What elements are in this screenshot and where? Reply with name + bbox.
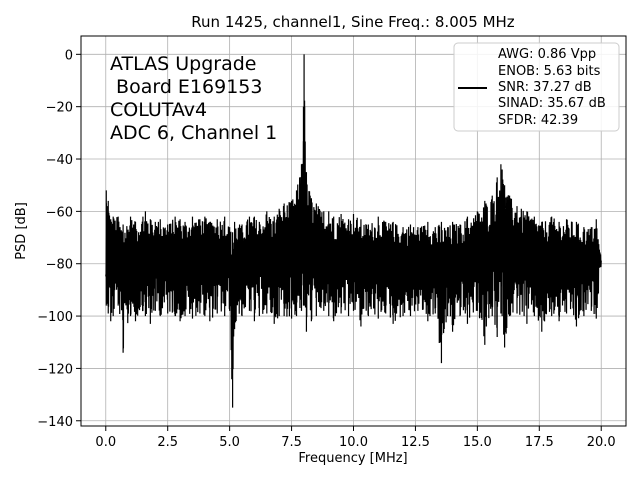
x-tick-label: 7.5 [281, 435, 302, 450]
x-axis-label: Frequency [MHz] [298, 451, 407, 466]
legend-box [453, 42, 620, 132]
y-axis-label: PSD [dB] [14, 202, 29, 260]
annotation-line-4: ADC 6, Channel 1 [110, 122, 277, 144]
board-annotation: ATLAS Upgrade Board E169153 COLUTAv4 ADC… [110, 53, 277, 144]
x-tick-label: 15.0 [463, 435, 492, 450]
y-tick-label: 0 [65, 48, 73, 63]
x-tick-label: 2.5 [157, 435, 178, 450]
legend-snr: SNR: 37.27 dB [498, 80, 592, 95]
x-tick-label: 20.0 [587, 435, 616, 450]
x-tick-label: 5.0 [219, 435, 240, 450]
psd-series-line [105, 54, 602, 408]
legend-awg: AWG: 0.86 Vpp [498, 47, 596, 62]
legend-enob: ENOB: 5.63 bits [498, 64, 601, 79]
y-tick-label: −120 [37, 362, 73, 377]
x-tick-label: 10.0 [339, 435, 368, 450]
x-tick-label: 12.5 [401, 435, 430, 450]
x-tick-label: 17.5 [525, 435, 554, 450]
legend-sfdr: SFDR: 42.39 [498, 113, 578, 128]
legend-sinad: SINAD: 35.67 dB [498, 96, 606, 111]
y-tick-label: −40 [46, 153, 73, 168]
annotation-line-3: COLUTAv4 [110, 99, 207, 121]
chart-title: Run 1425, channel1, Sine Freq.: 8.005 MH… [191, 13, 515, 31]
y-tick-label: −20 [46, 101, 73, 116]
psd-trace [105, 54, 602, 408]
y-tick-label: −80 [46, 258, 73, 273]
annotation-line-2: Board E169153 [110, 76, 262, 98]
y-tick-label: −100 [37, 310, 73, 325]
y-tick-label: −140 [37, 415, 73, 430]
y-tick-label: −60 [46, 205, 73, 220]
legend: AWG: 0.86 Vpp ENOB: 5.63 bits SNR: 37.27… [453, 42, 620, 132]
x-axis-ticks: 0.0 2.5 5.0 7.5 10.0 12.5 15.0 17.5 20.0 [95, 426, 616, 450]
y-axis-ticks: 0 −20 −40 −60 −80 −100 −120 −140 [37, 48, 81, 430]
x-tick-label: 0.0 [95, 435, 116, 450]
annotation-line-1: ATLAS Upgrade [110, 53, 256, 75]
